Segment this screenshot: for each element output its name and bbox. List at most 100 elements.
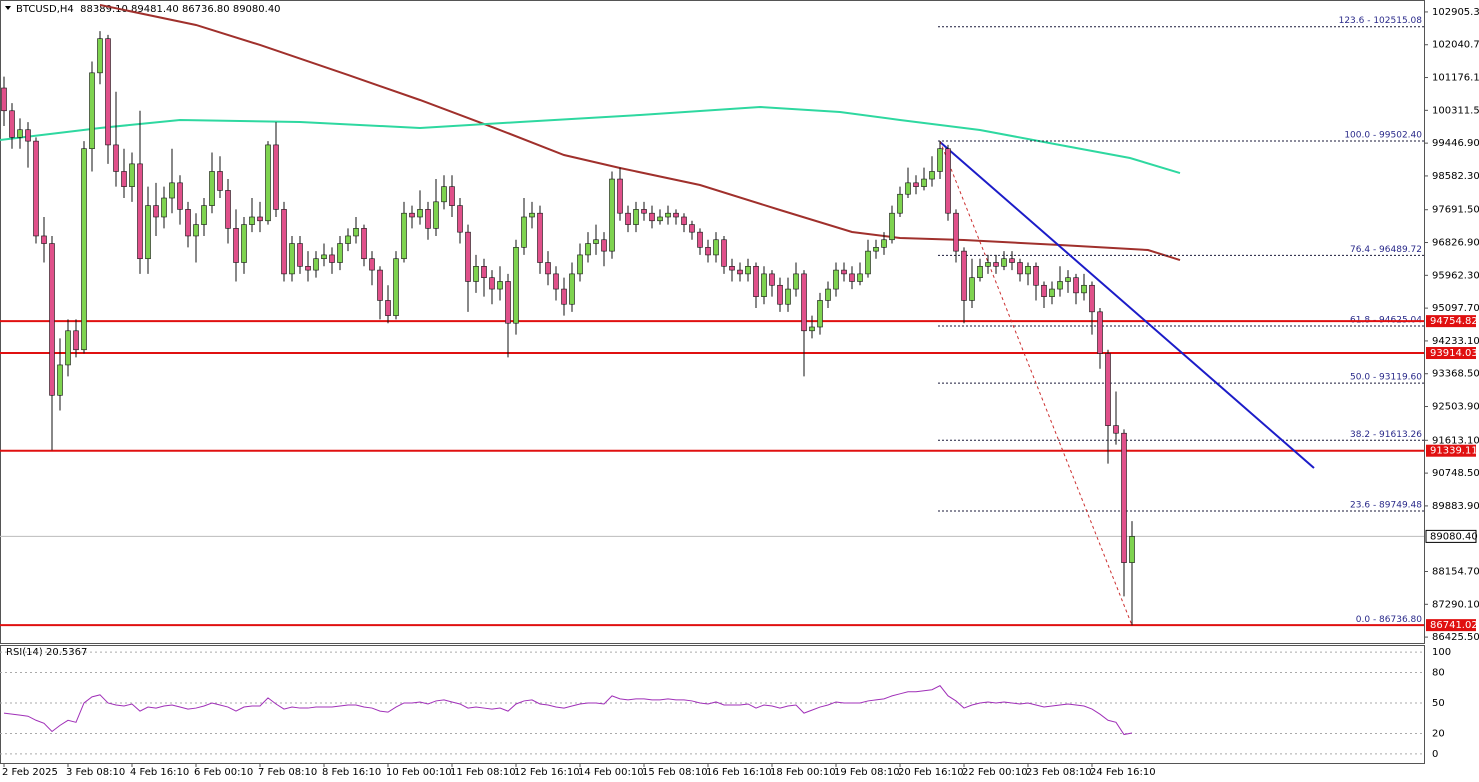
x-tick-label: 14 Feb 00:10 <box>578 767 644 778</box>
y-tick-label: 100311.50 <box>1432 105 1479 116</box>
candle-body <box>353 228 359 237</box>
candle-body <box>121 171 127 187</box>
candle-body <box>577 254 583 275</box>
rsi-panel <box>0 645 1425 764</box>
candle-body <box>873 247 879 252</box>
y-tick-label: 95097.70 <box>1432 303 1479 314</box>
candle-body <box>57 364 63 396</box>
rsi-tick-label: 20 <box>1432 728 1445 739</box>
candle-body <box>17 129 23 138</box>
candle-body <box>473 266 479 282</box>
candle-body <box>665 212 671 218</box>
candle-body <box>161 197 167 218</box>
candle-body <box>1033 266 1039 286</box>
candle-body <box>1129 536 1135 563</box>
candle-body <box>449 186 455 206</box>
candle-body <box>697 231 703 248</box>
candle-body <box>721 239 727 267</box>
x-tick-label: 11 Feb 08:10 <box>450 767 516 778</box>
candle-body <box>457 205 463 233</box>
candle-body <box>33 140 39 237</box>
fib-label: 76.4 - 96489.72 <box>1350 245 1422 255</box>
y-tick-label: 95962.30 <box>1432 270 1479 281</box>
candle-body <box>809 326 815 332</box>
fib-label: 100.0 - 99502.40 <box>1344 131 1422 141</box>
candle-body <box>329 254 335 263</box>
y-tick-label: 93368.50 <box>1432 369 1479 380</box>
candle-body <box>113 144 119 172</box>
candle-body <box>73 330 79 351</box>
candle-body <box>785 288 791 305</box>
candle-body <box>417 209 423 218</box>
candle-body <box>401 212 407 260</box>
candle-body <box>361 228 367 260</box>
level-box <box>1426 347 1476 360</box>
candle-body <box>521 216 527 248</box>
y-tick-label: 94233.10 <box>1432 336 1479 347</box>
candle-body <box>97 38 103 74</box>
candle-body <box>585 243 591 256</box>
candle-body <box>745 266 751 275</box>
candle-body <box>513 247 519 324</box>
moving-average <box>0 105 1181 174</box>
candle-body <box>881 239 887 248</box>
candle-body <box>1001 258 1007 267</box>
candle-body <box>201 205 207 225</box>
candle-body <box>1 87 7 112</box>
candle-body <box>209 171 215 206</box>
candle-body <box>969 277 975 301</box>
x-tick-label: 7 Feb 08:10 <box>258 767 317 778</box>
candle-body <box>1009 258 1015 263</box>
x-tick-label: 12 Feb 16:10 <box>514 767 580 778</box>
candle-body <box>49 243 55 396</box>
candle-body <box>833 269 839 290</box>
candle-body <box>561 288 567 305</box>
candle-body <box>729 266 735 271</box>
fib-line <box>939 140 1133 626</box>
candle-body <box>857 273 863 282</box>
candle-body <box>657 216 663 222</box>
candle-body <box>25 129 31 142</box>
candle-body <box>609 178 615 252</box>
y-tick-label: 87290.10 <box>1432 599 1479 610</box>
candle-body <box>481 266 487 278</box>
candle-body <box>129 163 135 187</box>
candle-body <box>673 212 679 218</box>
x-tick-label: 3 Feb 08:10 <box>66 767 125 778</box>
candle-body <box>265 144 271 222</box>
candle-body <box>313 258 319 271</box>
candle-body <box>217 171 223 191</box>
candle-body <box>705 247 711 256</box>
level-box <box>1426 444 1476 457</box>
x-tick-label: 8 Feb 16:10 <box>322 767 381 778</box>
y-tick-label: 90748.50 <box>1432 468 1479 479</box>
candle-body <box>1089 284 1095 313</box>
candle-body <box>233 228 239 263</box>
level-label: 86741.02 <box>1430 620 1478 631</box>
menu-arrow[interactable] <box>5 6 11 10</box>
candle-body <box>289 243 295 275</box>
x-tick-label: 2 Feb 2025 <box>2 767 58 778</box>
candle-body <box>153 205 159 218</box>
y-tick-label: 101176.10 <box>1432 73 1479 84</box>
candle-body <box>249 216 255 225</box>
candle-body <box>105 38 111 146</box>
candle-body <box>849 273 855 282</box>
candle-body <box>769 273 775 286</box>
x-tick-label: 23 Feb 08:10 <box>1026 767 1092 778</box>
level-box <box>1426 619 1476 632</box>
candle-body <box>41 235 47 244</box>
trendline <box>939 141 1315 469</box>
candle-body <box>225 190 231 229</box>
candle-body <box>1017 262 1023 275</box>
candle-body <box>505 281 511 324</box>
candle-body <box>1025 266 1031 275</box>
candle-body <box>641 209 647 214</box>
y-tick-label: 92503.90 <box>1432 402 1479 413</box>
candle-body <box>905 182 911 195</box>
rsi-tick-label: 50 <box>1432 698 1445 709</box>
candle-body <box>145 205 151 260</box>
level-label: 93914.03 <box>1430 348 1478 359</box>
candle-body <box>193 224 199 237</box>
